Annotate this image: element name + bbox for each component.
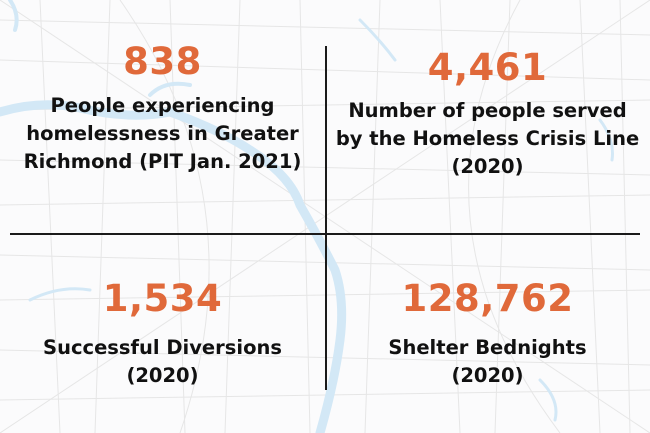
stat-value: 128,762 (401, 277, 574, 320)
stat-label: Number of people served by the Homeless … (335, 99, 640, 178)
stat-label: Shelter Bednights (2020) (388, 336, 587, 387)
stat-value: 838 (123, 40, 202, 83)
stat-shelter-bednights: 128,762 Shelter Bednights (2020) (325, 277, 650, 390)
stat-people-experiencing-homelessness: 838 People experiencing homelessness in … (0, 40, 325, 176)
stat-label: Successful Diversions (2020) (43, 336, 282, 387)
stat-value: 4,461 (427, 46, 548, 89)
horizontal-divider (10, 233, 640, 235)
stat-successful-diversions: 1,534 Successful Diversions (2020) (0, 277, 325, 390)
stat-value: 1,534 (102, 277, 223, 320)
stat-label: People experiencing homelessness in Grea… (23, 94, 302, 173)
stat-homeless-crisis-line: 4,461 Number of people served by the Hom… (325, 46, 650, 181)
vertical-divider (325, 46, 327, 390)
